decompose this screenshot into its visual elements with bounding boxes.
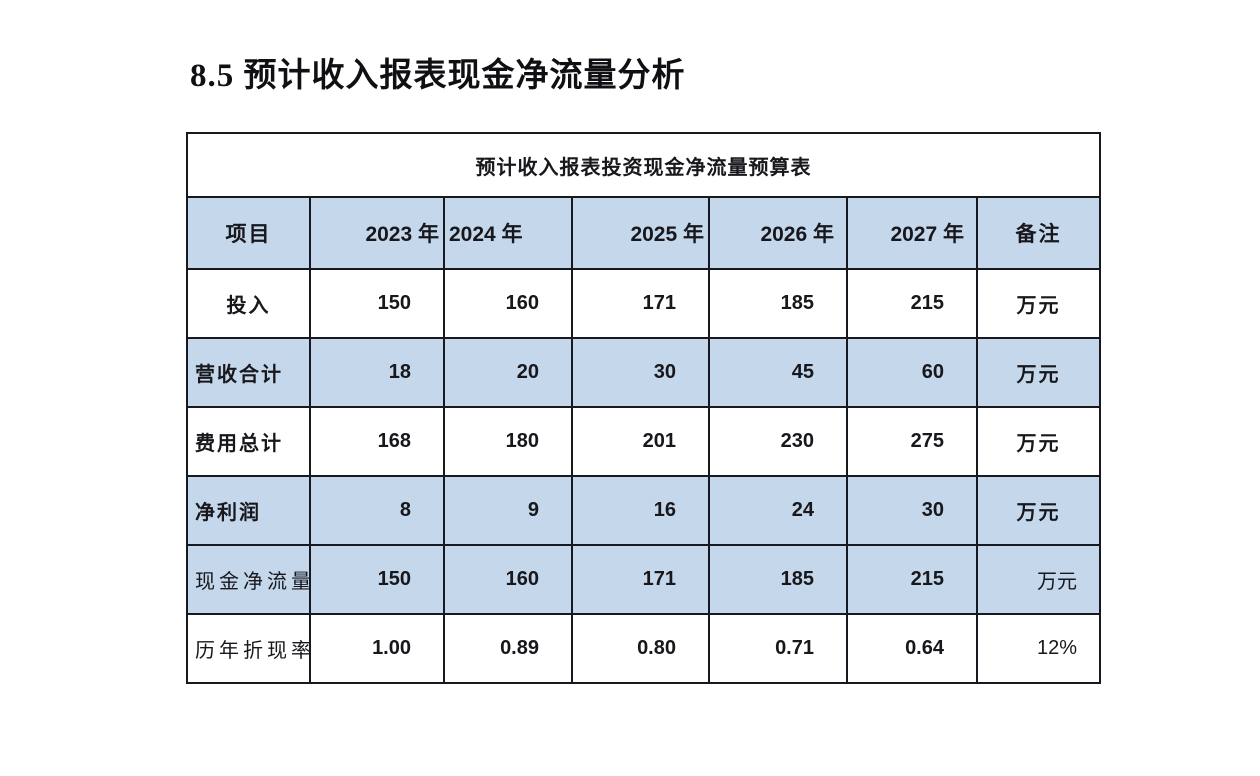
table-row-revenue-total: 营收合计 18 20 30 45 60 万元 <box>186 337 1102 408</box>
value-cell: 1.00 <box>309 613 445 684</box>
cash-flow-budget-table: 预计收入报表投资现金净流量预算表 项目 2023 年 2024 年 2025 年… <box>185 132 1102 684</box>
table-row-discount-rate: 历年折现率 1.00 0.89 0.80 0.71 0.64 12% <box>186 613 1102 684</box>
value-cell: 20 <box>443 337 573 408</box>
table-header-row: 项目 2023 年 2024 年 2025 年 2026 年 2027 年 备注 <box>186 196 1102 270</box>
row-label-discount-rate: 历年折现率 <box>186 613 311 684</box>
value-cell: 171 <box>571 268 710 339</box>
value-cell: 0.64 <box>846 613 978 684</box>
value-cell: 0.80 <box>571 613 710 684</box>
value-cell: 60 <box>846 337 978 408</box>
value-cell: 150 <box>309 268 445 339</box>
value-cell: 24 <box>708 475 848 546</box>
value-cell: 0.89 <box>443 613 573 684</box>
table-row-net-cash-flow: 现金净流量 150 160 171 185 215 万元 <box>186 544 1102 615</box>
table-row-net-profit: 净利润 8 9 16 24 30 万元 <box>186 475 1102 546</box>
col-header-note: 备注 <box>975 196 1102 270</box>
col-header-item: 项目 <box>186 196 311 270</box>
value-cell: 8 <box>309 475 445 546</box>
value-cell: 160 <box>443 544 573 615</box>
value-cell: 171 <box>571 544 710 615</box>
col-header-2025: 2025 年 <box>571 196 710 270</box>
value-cell: 275 <box>846 406 978 477</box>
section-title: 8.5 预计收入报表现金净流量分析 <box>190 58 686 94</box>
row-label-net-profit: 净利润 <box>186 475 311 546</box>
row-label-revenue-total: 营收合计 <box>186 337 311 408</box>
value-cell: 215 <box>846 268 978 339</box>
note-cell: 万元 <box>975 406 1102 477</box>
note-cell: 万元 <box>975 544 1102 615</box>
value-cell: 201 <box>571 406 710 477</box>
value-cell: 168 <box>309 406 445 477</box>
col-header-2023: 2023 年 <box>309 196 445 270</box>
row-label-investment: 投入 <box>186 268 311 339</box>
value-cell: 230 <box>708 406 848 477</box>
table-row-expense-total: 费用总计 168 180 201 230 275 万元 <box>186 406 1102 477</box>
col-header-2026: 2026 年 <box>708 196 848 270</box>
col-header-2027: 2027 年 <box>846 196 978 270</box>
value-cell: 215 <box>846 544 978 615</box>
value-cell: 9 <box>443 475 573 546</box>
value-cell: 0.71 <box>708 613 848 684</box>
value-cell: 185 <box>708 268 848 339</box>
value-cell: 18 <box>309 337 445 408</box>
value-cell: 30 <box>571 337 710 408</box>
value-cell: 160 <box>443 268 573 339</box>
table-title-row: 预计收入报表投资现金净流量预算表 <box>185 132 1102 198</box>
value-cell: 150 <box>309 544 445 615</box>
value-cell: 180 <box>443 406 573 477</box>
row-label-net-cash-flow: 现金净流量 <box>186 544 311 615</box>
note-cell: 万元 <box>975 268 1102 339</box>
value-cell: 16 <box>571 475 710 546</box>
value-cell: 45 <box>708 337 848 408</box>
value-cell: 30 <box>846 475 978 546</box>
row-label-expense-total: 费用总计 <box>186 406 311 477</box>
value-cell: 185 <box>708 544 848 615</box>
table-row-investment: 投入 150 160 171 185 215 万元 <box>186 268 1102 339</box>
note-cell: 万元 <box>975 337 1102 408</box>
table-title: 预计收入报表投资现金净流量预算表 <box>185 132 1102 198</box>
col-header-2024: 2024 年 <box>443 196 573 270</box>
note-cell: 万元 <box>975 475 1102 546</box>
note-cell: 12% <box>975 613 1102 684</box>
